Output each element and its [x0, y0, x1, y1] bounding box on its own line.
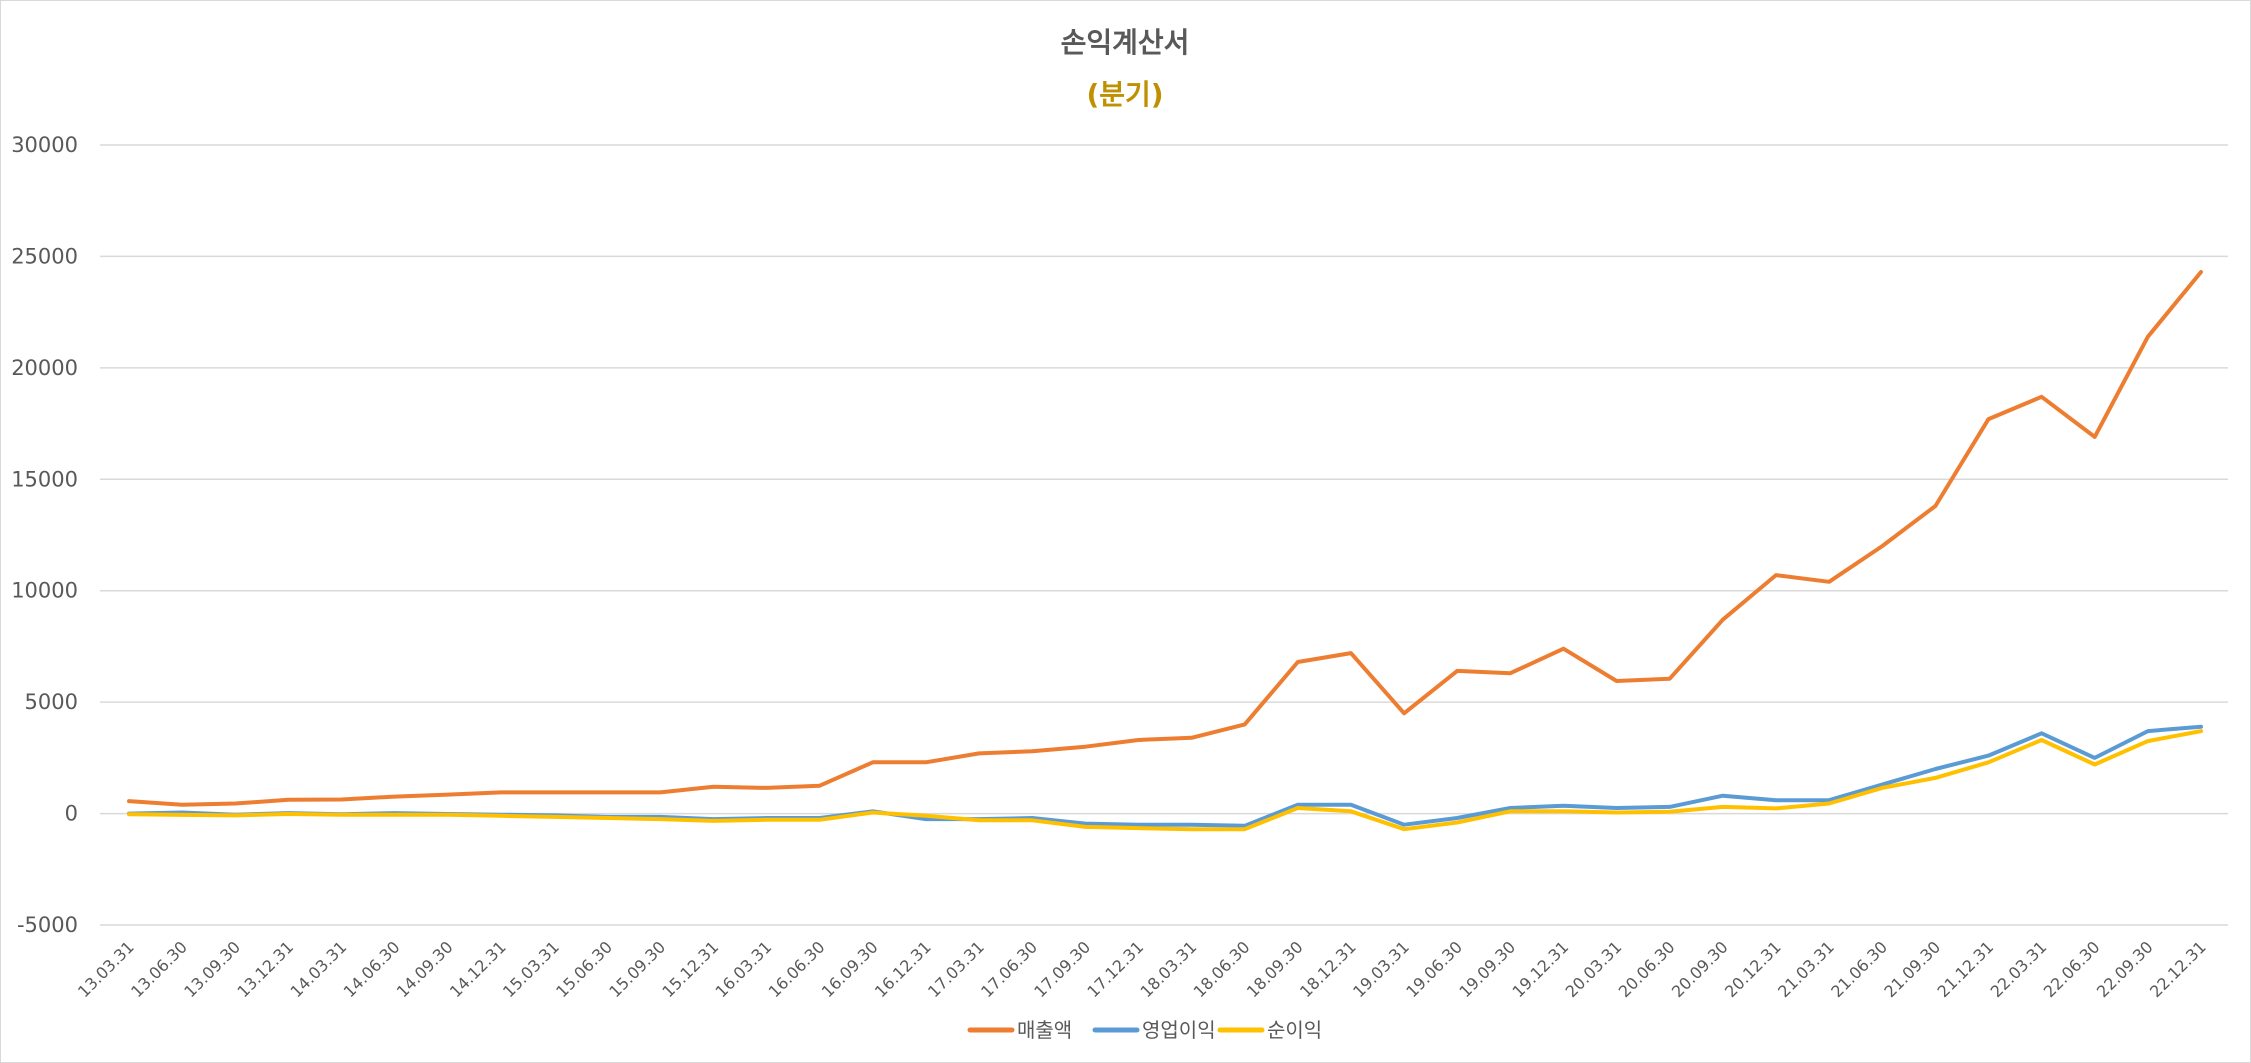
- x-tick-label: 15.12.31: [658, 937, 722, 1001]
- y-tick-label: 25000: [11, 244, 78, 268]
- x-tick-label: 13.03.31: [74, 937, 138, 1001]
- x-tick-label: 16.09.30: [818, 937, 882, 1001]
- gridlines: [100, 144, 2228, 926]
- x-tick-label: 15.06.30: [552, 937, 616, 1001]
- x-tick-label: 13.06.30: [127, 937, 191, 1001]
- x-tick-label: 19.12.31: [1508, 937, 1572, 1001]
- legend-label: 순이익: [1267, 1018, 1322, 1042]
- y-tick-label: 5000: [25, 690, 78, 714]
- x-tick-label: 20.06.30: [1615, 937, 1679, 1001]
- series-lines: [127, 270, 2203, 832]
- x-tick-label: 16.06.30: [765, 937, 829, 1001]
- x-tick-label: 19.03.31: [1349, 937, 1413, 1001]
- x-tick-label: 15.09.30: [605, 937, 669, 1001]
- x-tick-label: 13.09.30: [180, 937, 244, 1001]
- y-tick-label: 0: [65, 802, 78, 826]
- y-tick-label: -5000: [17, 913, 78, 937]
- legend-label: 영업이익: [1142, 1018, 1216, 1042]
- legend: 매출액 영업이익 순이익: [967, 1018, 1322, 1042]
- x-tick-label: 16.12.31: [871, 937, 935, 1001]
- x-tick-label: 21.09.30: [1880, 937, 1944, 1001]
- x-tick-label: 20.09.30: [1668, 937, 1732, 1001]
- x-tick-label: 22.06.30: [2040, 937, 2104, 1001]
- x-tick-label: 18.06.30: [1190, 937, 1254, 1001]
- x-tick-label: 18.09.30: [1243, 937, 1307, 1001]
- x-tick-label: 21.12.31: [1933, 937, 1997, 1001]
- x-tick-label: 14.03.31: [287, 937, 351, 1001]
- x-tick-label: 20.12.31: [1721, 937, 1785, 1001]
- x-tick-label: 18.03.31: [1137, 937, 1201, 1001]
- x-tick-label: 18.12.31: [1296, 937, 1360, 1001]
- x-tick-label: 17.12.31: [1083, 937, 1147, 1001]
- y-tick-label: 20000: [11, 356, 78, 380]
- chart-subtitle: (분기): [1086, 78, 1163, 111]
- legend-label: 매출액: [1017, 1018, 1072, 1042]
- series-line-1: [127, 724, 2203, 828]
- x-tick-label: 13.12.31: [233, 937, 297, 1001]
- chart-title: 손익계산서: [1061, 26, 1190, 59]
- y-axis-ticks: -5000 0 5000 10000 15000 20000 25000 30000: [11, 133, 78, 937]
- series-line-2: [127, 729, 2203, 832]
- x-tick-label: 19.06.30: [1402, 937, 1466, 1001]
- x-tick-label: 16.03.31: [712, 937, 776, 1001]
- x-tick-label: 14.09.30: [393, 937, 457, 1001]
- x-tick-label: 20.03.31: [1562, 937, 1626, 1001]
- x-axis-ticks: 13.03.3113.06.3013.09.3013.12.3114.03.31…: [74, 937, 2210, 1001]
- x-tick-label: 15.03.31: [499, 937, 563, 1001]
- x-tick-label: 21.03.31: [1774, 937, 1838, 1001]
- x-tick-label: 17.06.30: [977, 937, 1041, 1001]
- x-tick-label: 17.09.30: [1030, 937, 1094, 1001]
- y-tick-label: 30000: [11, 133, 78, 157]
- x-tick-label: 21.06.30: [1827, 937, 1891, 1001]
- x-tick-label: 14.06.30: [340, 937, 404, 1001]
- y-tick-label: 10000: [11, 579, 78, 603]
- x-tick-label: 19.09.30: [1455, 937, 1519, 1001]
- x-tick-label: 17.03.31: [924, 937, 988, 1001]
- x-tick-label: 14.12.31: [446, 937, 510, 1001]
- x-tick-label: 22.12.31: [2146, 937, 2210, 1001]
- x-tick-label: 22.03.31: [1987, 937, 2051, 1001]
- series-line-0: [127, 270, 2203, 807]
- y-tick-label: 15000: [11, 467, 78, 491]
- x-tick-label: 22.09.30: [2093, 937, 2157, 1001]
